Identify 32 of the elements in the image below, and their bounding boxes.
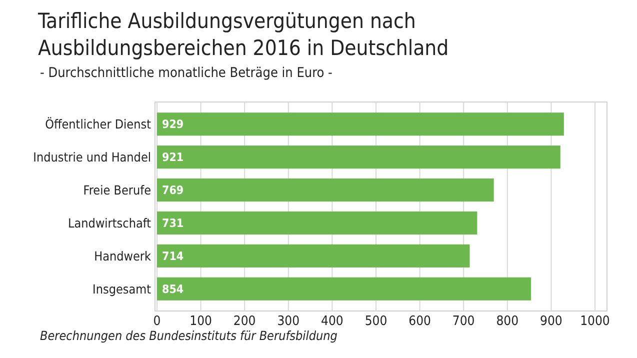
y-tick-label: Handwerk [94,248,152,264]
data-label: 854 [162,282,184,296]
x-tick-label: 700 [452,314,475,329]
y-tick-label: Öffentlicher Dienst [45,116,152,132]
y-tick-label: Industrie und Handel [33,149,151,164]
bar [157,178,494,202]
x-tick-label: 500 [364,314,388,329]
x-tick-label: 800 [496,314,519,329]
bar [157,244,470,268]
x-tick-label: 900 [540,314,562,329]
data-label: 921 [162,150,184,164]
data-label: 769 [162,183,184,198]
y-tick-label: Insgesamt [92,281,152,296]
x-tick-label: 600 [408,314,431,329]
bar [157,211,478,235]
x-tick-label: 200 [233,314,256,329]
text: Berechnungen des Bundesinstituts für Berufsbildung [40,328,338,343]
x-tick-label: 300 [277,314,300,329]
x-tick-label: 100 [190,314,212,329]
x-tick-label: 0 [153,314,161,329]
data-label: 731 [162,216,184,230]
bar [157,146,560,169]
chart-title: Tarifliche Ausbildungsvergütungen nach Ausbildungsbereichen 2016 in Deutschland [37,9,449,60]
chart-subtitle: - Durchschnittliche monatliche Beträge in Euro - [40,65,332,81]
x-tick-label: 400 [321,314,344,329]
y-tick-label: Landwirtschaft [68,215,152,230]
x-tick-label: 1000 [580,314,610,329]
bar [157,112,564,136]
data-label: 929 [162,117,184,132]
data-label: 714 [162,248,184,263]
bar [157,277,532,300]
y-tick-label: Freie Berufe [83,182,152,198]
